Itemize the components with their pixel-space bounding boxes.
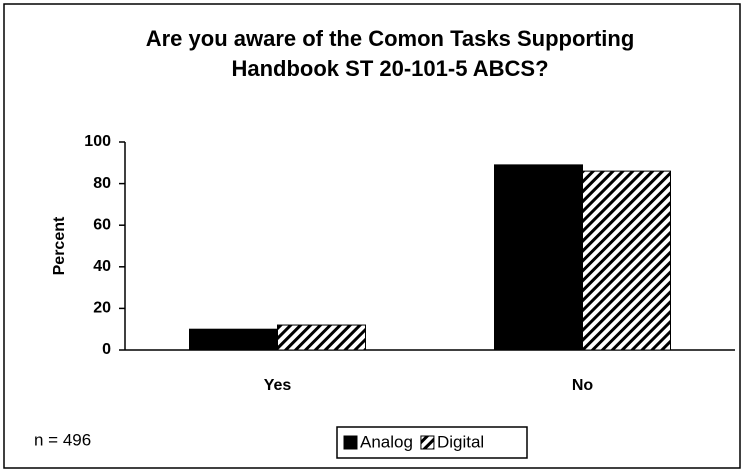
bar <box>277 324 366 351</box>
legend-swatch <box>343 435 358 450</box>
legend-label: Analog <box>360 432 413 451</box>
y-axis-label: Percent <box>51 216 68 275</box>
bar <box>189 328 278 351</box>
y-tick-label: 20 <box>93 300 111 317</box>
y-tick-label: 40 <box>93 258 111 275</box>
x-tick-label: No <box>572 377 594 394</box>
legend-swatch <box>420 435 435 450</box>
y-tick-label: 80 <box>93 175 111 192</box>
y-tick-label: 0 <box>102 341 111 358</box>
x-tick-label: Yes <box>264 377 292 394</box>
annotation: n = 496 <box>34 430 91 449</box>
bar <box>494 164 583 351</box>
y-tick-label: 60 <box>93 216 111 233</box>
chart-title: Are you aware of the Comon Tasks Support… <box>145 26 635 81</box>
bar <box>582 170 671 351</box>
y-tick-label: 100 <box>84 133 111 150</box>
legend-label: Digital <box>437 432 484 451</box>
